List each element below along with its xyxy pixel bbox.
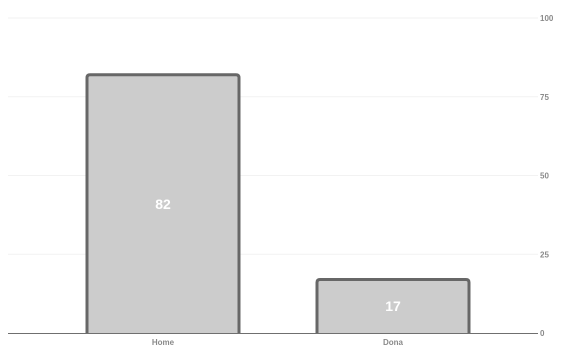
bar-dona[interactable] [315, 277, 471, 333]
x-tick-label-home: Home [152, 338, 175, 346]
y-tick-label-75: 75 [540, 93, 549, 102]
y-axis: 0 25 50 75 100 [540, 14, 554, 338]
data-label-dona: 17 [385, 298, 401, 314]
x-tick-label-dona: Dona [383, 338, 404, 346]
y-tick-label-0: 0 [540, 329, 545, 338]
y-tick-label-100: 100 [540, 14, 554, 23]
data-labels: 82 17 [155, 196, 401, 314]
x-axis: Home Dona [8, 333, 538, 346]
bar-home[interactable] [85, 73, 241, 333]
y-tick-label-25: 25 [540, 250, 549, 259]
data-label-home: 82 [155, 196, 171, 212]
y-tick-label-50: 50 [540, 172, 549, 181]
bars [85, 73, 471, 333]
